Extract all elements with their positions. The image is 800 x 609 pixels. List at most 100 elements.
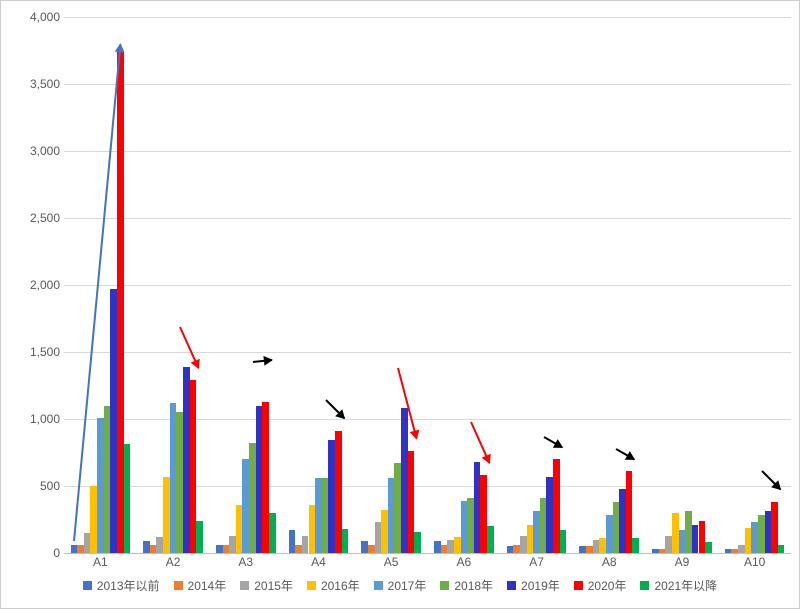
y-tick-label: 1,000 <box>30 412 60 426</box>
legend-label: 2016年 <box>321 577 360 594</box>
bar <box>765 511 772 553</box>
bar <box>256 406 263 553</box>
bar <box>533 511 540 553</box>
plot-area <box>64 17 791 553</box>
legend-swatch <box>307 581 316 590</box>
y-axis: 05001,0001,5002,0002,5003,0003,5004,000 <box>1 17 64 553</box>
legend-item: 2018年 <box>440 577 493 594</box>
bar <box>342 529 349 553</box>
bar <box>507 546 514 553</box>
x-tick-label: A6 <box>457 555 472 569</box>
bar <box>560 530 567 553</box>
legend-swatch <box>174 581 183 590</box>
bar <box>685 511 692 553</box>
legend-label: 2021年以降 <box>654 577 717 594</box>
bar <box>190 380 197 553</box>
bar <box>553 459 560 553</box>
legend-item: 2017年 <box>374 577 427 594</box>
bar <box>104 406 111 553</box>
bar <box>375 522 382 553</box>
bar <box>170 403 177 553</box>
bar <box>447 540 454 553</box>
bar <box>593 540 600 553</box>
bar <box>692 525 699 553</box>
bar <box>289 530 296 553</box>
bar <box>738 545 745 553</box>
x-tick-label: A8 <box>602 555 617 569</box>
bar <box>579 546 586 553</box>
bar <box>540 498 547 553</box>
bar <box>480 475 487 553</box>
gridline <box>64 285 791 286</box>
gridline <box>64 352 791 353</box>
bar <box>771 502 778 553</box>
legend-swatch <box>507 581 516 590</box>
legend: 2013年以前2014年2015年2016年2017年2018年2019年202… <box>1 577 799 594</box>
bar <box>520 536 527 553</box>
bar <box>183 367 190 553</box>
bar <box>487 526 494 553</box>
legend-item: 2016年 <box>307 577 360 594</box>
trend-arrow <box>180 327 199 368</box>
y-tick-label: 1,500 <box>30 345 60 359</box>
bar <box>71 545 78 553</box>
bar <box>672 513 679 553</box>
legend-label: 2020年 <box>588 577 627 594</box>
bar <box>619 489 626 553</box>
gridline <box>64 84 791 85</box>
y-tick-label: 4,000 <box>30 10 60 24</box>
bar <box>434 541 441 553</box>
bar <box>606 515 613 553</box>
y-tick-label: 500 <box>40 479 60 493</box>
bar <box>758 515 765 553</box>
bar <box>361 541 368 553</box>
bar <box>150 545 157 553</box>
bar <box>699 521 706 553</box>
bar <box>143 541 150 553</box>
bar <box>613 502 620 553</box>
bar <box>751 522 758 553</box>
bar <box>467 498 474 553</box>
bar <box>513 545 520 553</box>
bar <box>262 402 269 553</box>
legend-item: 2020年 <box>574 577 627 594</box>
bar <box>117 51 124 554</box>
bar <box>216 545 223 553</box>
bar <box>269 513 276 553</box>
bar <box>441 545 448 553</box>
bar <box>110 289 117 553</box>
y-tick-label: 3,000 <box>30 144 60 158</box>
legend-item: 2021年以降 <box>640 577 717 594</box>
bar <box>295 545 302 553</box>
bar <box>97 418 104 553</box>
bar <box>309 505 316 553</box>
bar <box>84 533 91 553</box>
bar <box>223 545 230 553</box>
bar <box>236 505 243 553</box>
bar <box>632 538 639 553</box>
x-tick-label: A1 <box>93 555 108 569</box>
legend-label: 2018年 <box>454 577 493 594</box>
bar <box>546 477 553 553</box>
bar <box>156 537 163 553</box>
legend-item: 2019年 <box>507 577 560 594</box>
legend-swatch <box>640 581 649 590</box>
bar <box>408 451 415 553</box>
bar <box>368 545 375 553</box>
gridline <box>64 17 791 18</box>
legend-swatch <box>83 581 92 590</box>
bar <box>388 478 395 553</box>
bar <box>77 545 84 553</box>
bar <box>401 408 408 553</box>
x-tick-label: A7 <box>529 555 544 569</box>
bar <box>474 462 481 553</box>
gridline <box>64 218 791 219</box>
bar <box>242 459 249 553</box>
bar <box>626 471 633 553</box>
bar <box>249 443 256 553</box>
legend-label: 2017年 <box>388 577 427 594</box>
x-tick-label: A5 <box>384 555 399 569</box>
bar <box>679 530 686 553</box>
x-tick-label: A9 <box>675 555 690 569</box>
bar <box>705 542 712 553</box>
